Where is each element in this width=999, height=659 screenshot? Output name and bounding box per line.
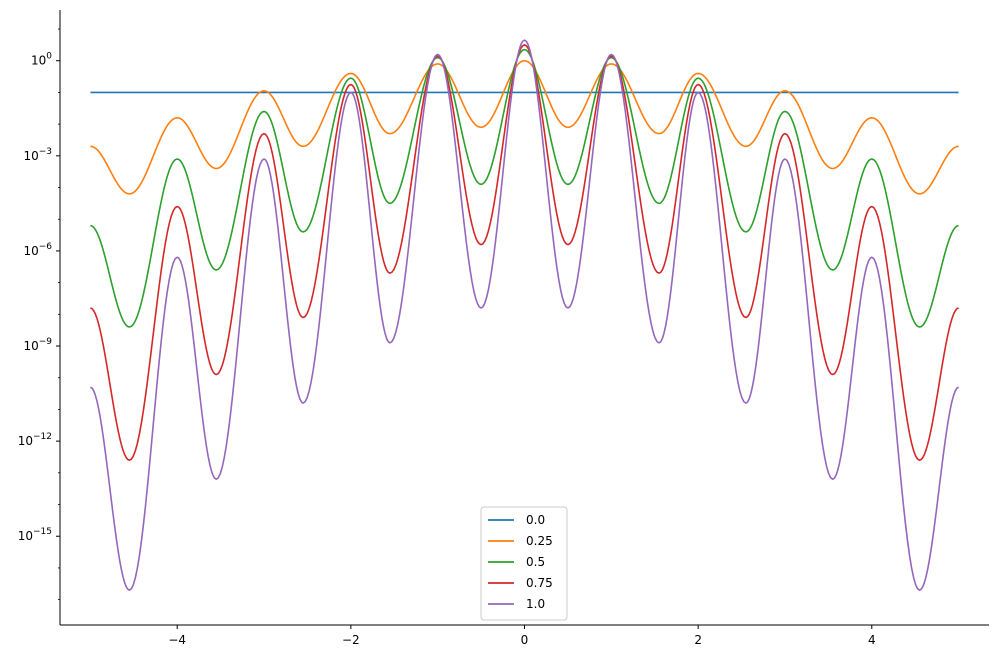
legend-label-3: 0.75 bbox=[526, 576, 553, 590]
x-tick-label-1: −2 bbox=[342, 633, 360, 647]
legend: 0.0 0.25 0.5 0.75 1.0 bbox=[480, 506, 568, 621]
x-tick-label-4: 4 bbox=[868, 633, 876, 647]
x-tick-label-3: 2 bbox=[694, 633, 702, 647]
legend-label-4: 1.0 bbox=[526, 597, 545, 611]
legend-box bbox=[480, 506, 568, 621]
series-layer bbox=[90, 39, 959, 591]
series-line-4 bbox=[90, 39, 959, 591]
y-tick-label-4: 10−12 bbox=[18, 432, 52, 448]
axes-layer: −4 −2 0 2 4 100 10−3 10−6 10−9 10−12 10−15 bbox=[18, 10, 989, 647]
series-line-2 bbox=[90, 48, 959, 328]
series-line-3 bbox=[90, 44, 959, 461]
y-tick-label-0: 100 bbox=[31, 52, 52, 68]
legend-label-1: 0.25 bbox=[526, 534, 553, 548]
x-tick-label-0: −4 bbox=[168, 633, 186, 647]
legend-label-2: 0.5 bbox=[526, 555, 545, 569]
series-line-1 bbox=[90, 59, 959, 195]
y-tick-label-3: 10−9 bbox=[23, 337, 52, 353]
x-tick-label-2: 0 bbox=[521, 633, 529, 647]
y-tick-label-5: 10−15 bbox=[18, 527, 52, 543]
y-tick-label-1: 10−3 bbox=[23, 147, 52, 163]
legend-label-0: 0.0 bbox=[526, 513, 545, 527]
y-tick-label-2: 10−6 bbox=[23, 242, 52, 258]
